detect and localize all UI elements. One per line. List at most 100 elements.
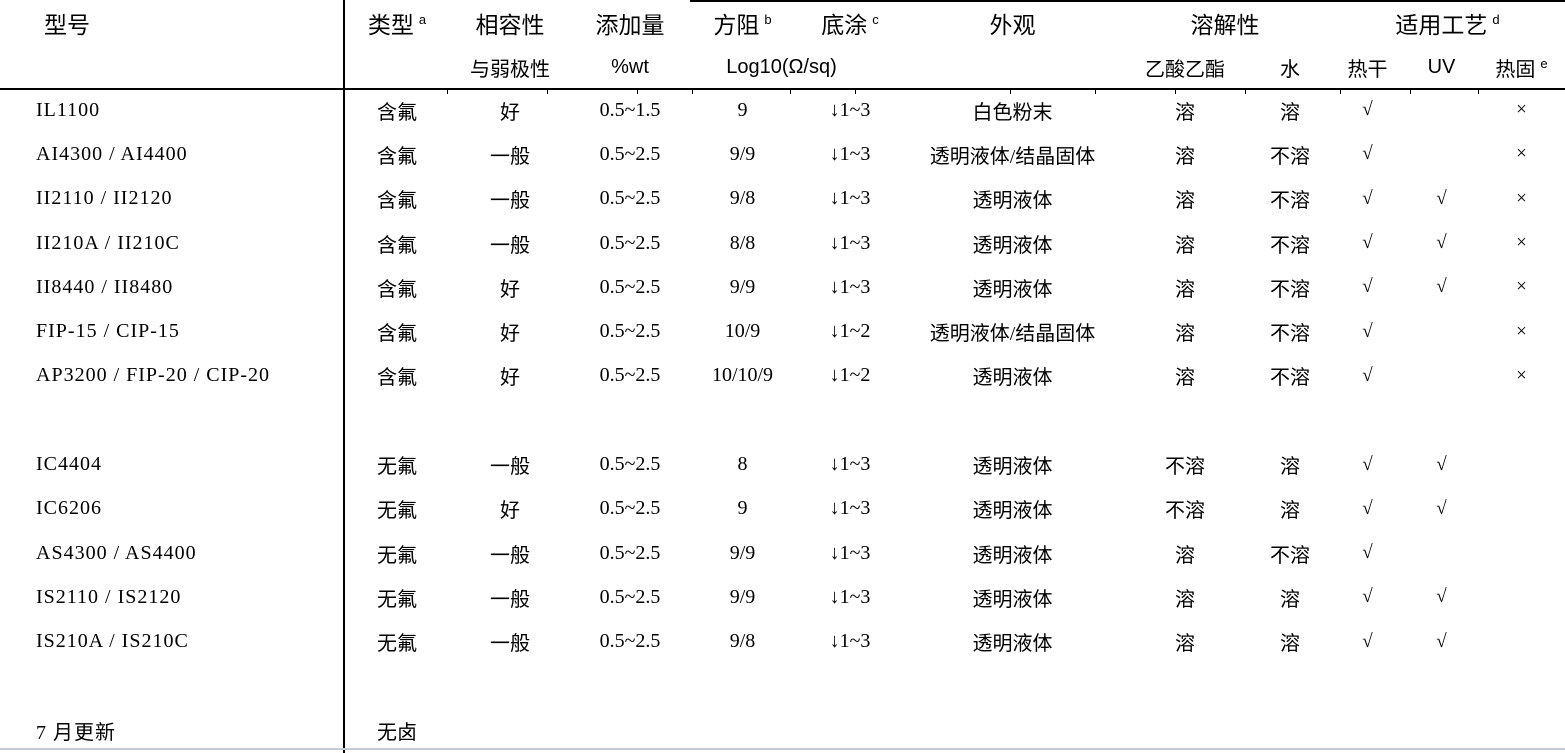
table-top-border — [690, 0, 1565, 2]
cell-uv — [1405, 664, 1478, 708]
grid-tick — [692, 88, 693, 94]
grid-tick — [1175, 88, 1176, 94]
grid-tick — [790, 88, 791, 94]
cell-appearance: 透明液体/结晶固体 — [929, 145, 1096, 168]
cell-resistance: 10/10/9 — [711, 364, 774, 387]
cell-solubility-water: 溶 — [1280, 500, 1300, 523]
cell-heat-dry: √ — [1362, 497, 1373, 519]
cell-appearance: 透明液体 — [972, 633, 1053, 656]
cell-thermoset — [1478, 620, 1565, 664]
cell-resistance: 9 — [737, 98, 748, 121]
cell-resistance: 9/9 — [729, 275, 756, 298]
cell-thermoset — [1478, 531, 1565, 575]
cell-type: 无氟 — [377, 456, 417, 479]
cell-thermoset — [1478, 664, 1565, 708]
cell-type: 含氟 — [377, 145, 417, 168]
cell-appearance: 透明液体/结晶固体 — [929, 323, 1096, 346]
cell-compatibility: 好 — [500, 278, 520, 301]
cell-resistance: 9/9 — [729, 541, 756, 564]
header-resistance-unit: Log10(Ω/sq) — [726, 55, 837, 78]
cell-heat-dry — [1330, 398, 1405, 442]
cell-uv — [1405, 398, 1478, 442]
cell-type: 无氟 — [377, 633, 417, 656]
cell-model: AP3200 / FIP-20 / CIP-20 — [36, 364, 271, 387]
cell-type: 无氟 — [377, 588, 417, 611]
cell-compatibility: 好 — [500, 101, 520, 124]
cell-solubility-water: 溶 — [1280, 588, 1300, 611]
table-row: AI4300 / AI4400 含氟 一般 0.5~2.5 9/9 ↓1~3 透… — [0, 132, 1565, 176]
cell-resistance: 9/8 — [729, 187, 756, 210]
grid-tick — [1478, 88, 1479, 94]
cell-uv — [1405, 708, 1478, 752]
cell-solubility-water — [1250, 664, 1330, 708]
cell-model: II2110 / II2120 — [36, 187, 173, 210]
header-type: 类型 a — [367, 12, 427, 38]
cell-solubility-ethyl: 溶 — [1175, 234, 1195, 257]
cell-resistance — [690, 398, 795, 442]
header-solubility-ethyl: 乙酸乙酯 — [1145, 58, 1225, 81]
cell-primer: ↓1~3 — [829, 541, 871, 564]
cell-model: FIP-15 / CIP-15 — [36, 320, 180, 343]
cell-solubility-ethyl — [1120, 664, 1250, 708]
header-model-sub — [0, 46, 344, 88]
cell-amount: 0.5~2.5 — [599, 497, 661, 520]
cell-model: IC4404 — [36, 453, 102, 476]
cell-type: 含氟 — [377, 278, 417, 301]
cell-amount: 0.5~2.5 — [599, 187, 661, 210]
cell-type: 含氟 — [377, 234, 417, 257]
cell-solubility-water: 不溶 — [1270, 544, 1310, 567]
grid-tick — [1095, 88, 1096, 94]
cell-heat-dry: √ — [1362, 364, 1373, 386]
header-primer: 底涂 c — [821, 12, 879, 38]
cell-uv — [1405, 354, 1478, 398]
header-compatibility: 相容性 — [475, 12, 545, 38]
cell-thermoset: × — [1516, 99, 1527, 121]
cell-solubility-water: 不溶 — [1270, 145, 1310, 168]
table-row: II2110 / II2120 含氟 一般 0.5~2.5 9/8 ↓1~3 透… — [0, 177, 1565, 221]
cell-solubility-ethyl: 溶 — [1175, 367, 1195, 390]
cell-resistance: 9/9 — [729, 142, 756, 165]
cell-amount: 0.5~2.5 — [599, 541, 661, 564]
cell-heat-dry: √ — [1362, 276, 1373, 298]
cell-resistance: 9 — [737, 497, 748, 520]
cell-compatibility: 一般 — [490, 544, 530, 567]
header-process-uv: UV — [1427, 55, 1456, 78]
grid-tick — [1410, 88, 1411, 94]
cell-solubility-ethyl: 不溶 — [1165, 500, 1205, 523]
cell-uv — [1405, 88, 1478, 132]
cell-uv: √ — [1436, 586, 1447, 608]
table-row: II8440 / II8480 含氟 好 0.5~2.5 9/9 ↓1~3 透明… — [0, 265, 1565, 309]
cell-heat-dry: √ — [1362, 630, 1373, 652]
cell-thermoset: × — [1516, 364, 1527, 386]
cell-primer — [795, 708, 905, 752]
table-row: IC6206 无氟 好 0.5~2.5 9 ↓1~3 透明液体 不溶 溶 √ √ — [0, 487, 1565, 531]
cell-heat-dry: √ — [1362, 586, 1373, 608]
cell-type: 无卤 — [377, 721, 417, 744]
cell-solubility-ethyl: 溶 — [1175, 101, 1195, 124]
header-amount-unit: %wt — [611, 55, 649, 78]
cell-solubility-ethyl: 溶 — [1175, 278, 1195, 301]
cell-resistance — [690, 708, 795, 752]
footnote-e: e — [1540, 55, 1548, 71]
cell-resistance — [690, 664, 795, 708]
cell-thermoset: × — [1516, 232, 1527, 254]
cell-primer: ↓1~3 — [829, 142, 871, 165]
table-header: 型号 类型 a 相容性 添加量 方阻 b 底涂 c 外观 溶解性 适用工艺 d 与弱极性… — [0, 0, 1565, 88]
cell-heat-dry: √ — [1362, 453, 1373, 475]
cell-heat-dry — [1330, 664, 1405, 708]
table-row: AS4300 / AS4400 无氟 一般 0.5~2.5 9/9 ↓1~3 透… — [0, 531, 1565, 575]
grid-tick — [637, 88, 638, 94]
cell-model: 7 月更新 — [36, 721, 116, 744]
cell-resistance: 10/9 — [724, 320, 761, 343]
table-row: IS2110 / IS2120 无氟 一般 0.5~2.5 9/9 ↓1~3 透… — [0, 575, 1565, 619]
cell-uv: √ — [1436, 276, 1447, 298]
cell-type: 含氟 — [377, 101, 417, 124]
header-resistance: 方阻 b — [713, 12, 772, 38]
cell-amount: 0.5~2.5 — [599, 630, 661, 653]
cell-heat-dry: √ — [1362, 320, 1373, 342]
cell-appearance — [905, 398, 1120, 442]
table-row: 7 月更新 无卤 — [0, 708, 1565, 752]
cell-appearance — [905, 708, 1120, 752]
cell-solubility-water: 不溶 — [1270, 190, 1310, 213]
cell-solubility-water: 溶 — [1280, 633, 1300, 656]
